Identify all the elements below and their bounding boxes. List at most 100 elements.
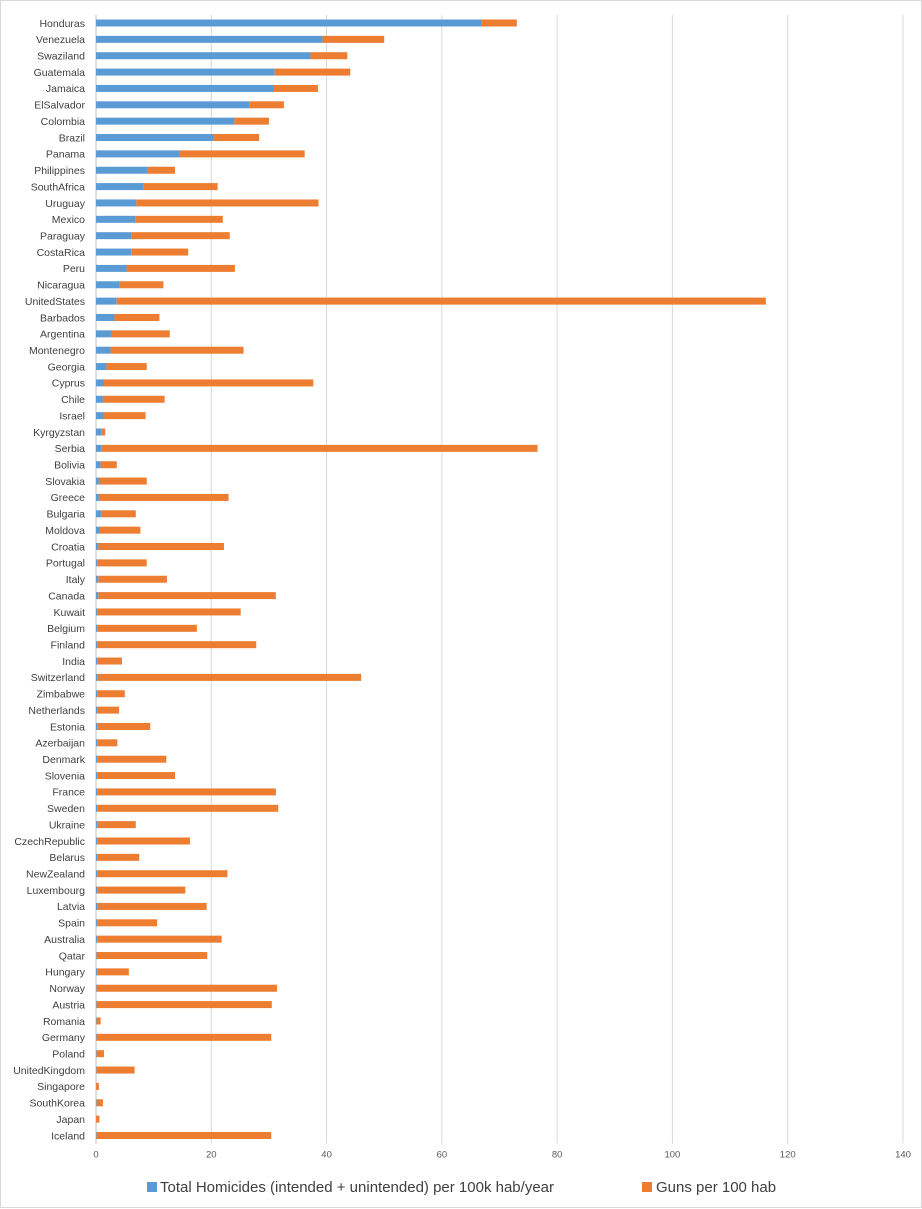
bar-guns [97, 870, 228, 878]
category-label: Hungary [45, 967, 85, 979]
category-label: Greece [51, 492, 86, 504]
category-labels: Honduras Venezuela Swaziland Guatemala Jamai… [13, 18, 86, 1142]
bar-guns [96, 1099, 103, 1107]
bar-guns [98, 543, 224, 551]
category-label: Portugal [46, 558, 85, 570]
category-label: Paraguay [40, 230, 86, 242]
legend-swatch-homicides [147, 1182, 157, 1192]
category-label: Netherlands [28, 705, 85, 717]
x-tick-label: 80 [552, 1149, 563, 1160]
bar-homicides [96, 183, 144, 191]
bar-homicides [96, 444, 102, 452]
bar-guns [234, 117, 269, 125]
bar-homicides [96, 19, 482, 27]
category-label: Peru [63, 263, 85, 275]
bar-homicides [96, 101, 250, 109]
category-label: Spain [58, 918, 85, 930]
bar-guns [96, 952, 208, 960]
bar-guns [273, 84, 318, 92]
category-label: Australia [44, 934, 85, 946]
bar-guns [101, 428, 106, 436]
bar-homicides [96, 984, 97, 992]
bar-homicides [96, 1017, 97, 1025]
bar-guns [97, 739, 118, 747]
category-label: Azerbaijan [35, 738, 85, 750]
bar-homicides [96, 428, 102, 436]
category-label: Italy [66, 574, 86, 586]
bar-homicides [96, 248, 132, 256]
bar-homicides [96, 1033, 97, 1041]
bar-homicides [96, 641, 98, 649]
x-tick-labels: 0 20 40 60 80 100 120 140 [93, 1149, 911, 1160]
x-tick-label: 120 [780, 1149, 796, 1160]
bar-guns [126, 264, 235, 272]
bar-homicides [96, 886, 98, 894]
category-label: UnitedKingdom [13, 1065, 85, 1077]
bar-homicides [96, 330, 111, 338]
category-label: Nicaragua [37, 280, 85, 292]
bar-homicides [96, 902, 98, 910]
category-label: Denmark [42, 754, 85, 766]
category-label: Slovakia [45, 476, 85, 488]
bar-guns [97, 722, 151, 730]
bar-homicides [96, 690, 98, 698]
category-label: CzechRepublic [14, 836, 85, 848]
bar-homicides [96, 608, 98, 616]
x-tick-label: 60 [437, 1149, 448, 1160]
bar-guns [322, 35, 385, 43]
bar-guns [131, 232, 230, 240]
bar-guns [97, 968, 129, 976]
bar-guns [97, 673, 362, 681]
bar-guns [96, 1115, 100, 1123]
bar-homicides [96, 968, 98, 976]
bar-guns [103, 379, 314, 387]
bar-guns [97, 804, 279, 812]
bar-homicides [96, 788, 98, 796]
bar-homicides [96, 935, 98, 943]
bar-guns [97, 886, 186, 894]
category-label: Kyrgyzstan [33, 427, 85, 439]
category-label: Switzerland [31, 672, 85, 684]
bar-guns [97, 641, 257, 649]
bar-homicides [96, 493, 99, 501]
bar-homicides [96, 673, 98, 681]
category-label: Bolivia [54, 460, 85, 472]
category-label: Romania [43, 1016, 85, 1028]
bar-guns [131, 248, 189, 256]
category-label: Colombia [41, 116, 86, 128]
bar-guns [96, 1001, 272, 1009]
bar-guns [96, 1050, 105, 1058]
x-tick-label: 40 [321, 1149, 332, 1160]
category-label: UnitedStates [25, 296, 85, 308]
bar-homicides [96, 624, 98, 632]
bar-guns [119, 281, 164, 289]
bar-guns [97, 821, 136, 829]
bar-guns [103, 412, 146, 420]
category-label: NewZealand [26, 869, 85, 881]
bar-guns [97, 657, 122, 665]
x-tick-label: 100 [664, 1149, 680, 1160]
bar-homicides [96, 461, 101, 469]
bar-guns [106, 363, 147, 371]
bar-homicides [96, 281, 120, 289]
bar-guns [98, 477, 147, 485]
bar-guns [100, 461, 117, 469]
bar-homicides [96, 84, 274, 92]
category-label: Cyprus [52, 378, 85, 390]
bar-homicides [96, 379, 104, 387]
category-label: Belgium [47, 623, 85, 635]
category-label: Philippines [34, 165, 85, 177]
bar-guns [97, 772, 175, 780]
bar-guns [143, 183, 218, 191]
category-label: Ukraine [49, 819, 85, 831]
bar-guns [97, 624, 197, 632]
bar-homicides [96, 510, 102, 518]
bar-guns [114, 313, 160, 321]
category-label: Sweden [47, 803, 85, 815]
bar-homicides [96, 313, 115, 321]
bar-guns [97, 902, 207, 910]
bar-guns [97, 853, 140, 861]
x-tick-label: 20 [206, 1149, 217, 1160]
